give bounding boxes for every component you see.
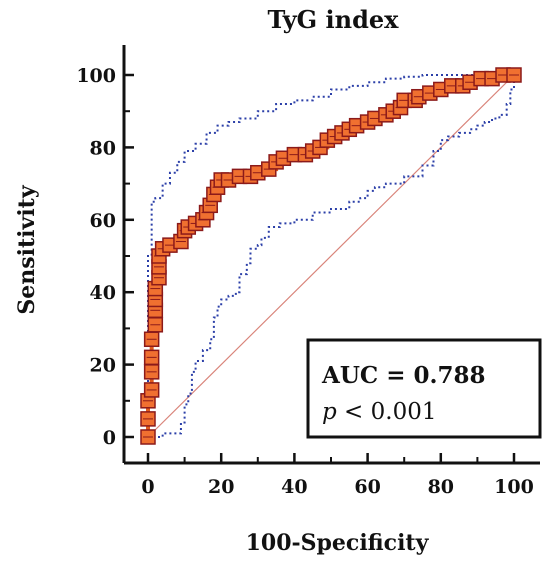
x-tick-label: 40: [281, 476, 307, 498]
x-axis-label: 100-Specificity: [246, 530, 430, 556]
y-tick-label: 0: [103, 427, 116, 449]
auc-annotation-box: AUC = 0.788 p < 0.001: [306, 338, 542, 439]
y-tick-label: 80: [90, 137, 116, 159]
reference-diagonal-line: [147, 74, 515, 438]
x-tick-label: 0: [141, 476, 154, 498]
p-value: < 0.001: [337, 399, 437, 425]
y-tick-label: 40: [90, 282, 116, 304]
y-tick-label: 100: [76, 65, 116, 87]
x-tick-label: 60: [354, 476, 380, 498]
x-tick-label: 100: [494, 476, 534, 498]
p-value-text: p < 0.001: [322, 399, 436, 425]
x-tick-label: 20: [208, 476, 234, 498]
auc-annotation-frame: [306, 338, 542, 439]
x-tick-label: 80: [428, 476, 454, 498]
y-tick-label: 60: [90, 210, 116, 232]
y-tick-label: 20: [90, 355, 116, 377]
ci-upper-line: [147, 74, 514, 437]
auc-text: AUC = 0.788: [321, 362, 486, 389]
plot-area: 0 20 40 60 80 100 0 20 40 60 80 100: [76, 45, 540, 498]
y-axis-label: Sensitivity: [14, 184, 40, 314]
p-symbol: p: [322, 399, 337, 425]
chart-title: TyG index: [268, 5, 400, 34]
